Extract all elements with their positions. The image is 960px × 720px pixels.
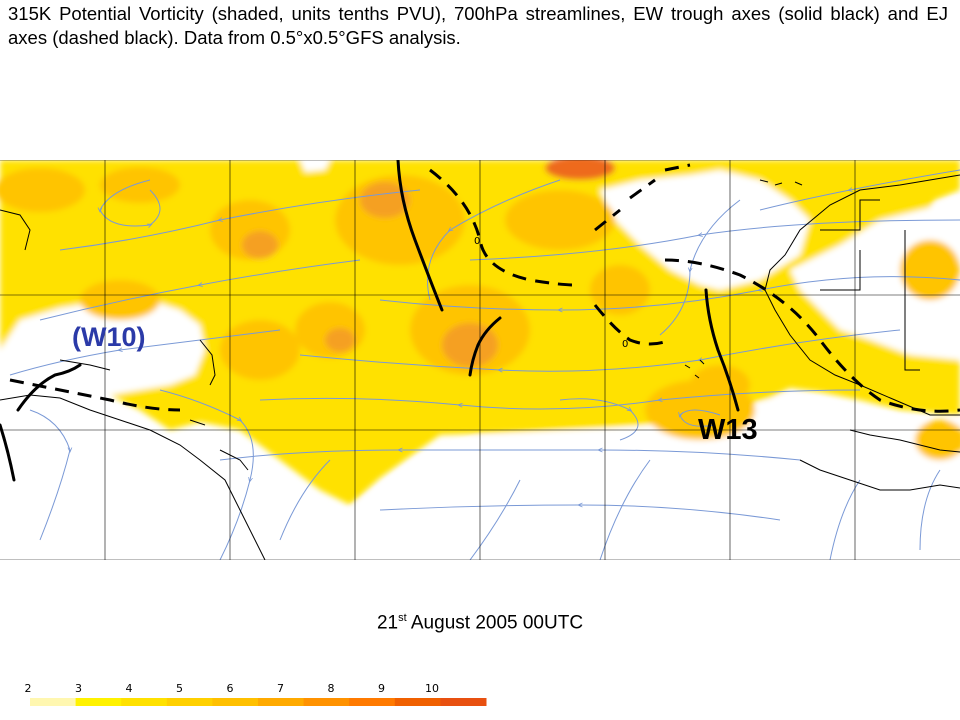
pv-blob — [80, 280, 160, 320]
streamline — [559, 398, 639, 441]
streamline — [279, 459, 331, 541]
pv-blob — [0, 168, 85, 212]
streamline — [599, 459, 651, 560]
legend-swatch — [258, 698, 305, 706]
date-day: 21 — [376, 612, 399, 634]
streamline — [829, 479, 861, 560]
ej-axis — [594, 163, 691, 232]
pv-blob — [220, 320, 300, 380]
streamline — [39, 259, 361, 321]
pv-blob — [900, 240, 960, 300]
pv-blob-dark — [242, 231, 278, 259]
pv-blob — [100, 167, 180, 203]
streamline — [759, 169, 960, 211]
streamline — [59, 189, 421, 251]
legend-swatch — [303, 698, 350, 706]
streamline — [379, 276, 960, 310]
legend-tick-label: 8 — [327, 682, 335, 695]
coast-africa — [764, 174, 960, 416]
pv-blob-dark — [360, 182, 410, 218]
coast-canary — [759, 179, 803, 186]
legend-color-bar — [30, 698, 487, 706]
legend-tick-label: 2 — [24, 682, 32, 695]
legend-tick-label: 6 — [226, 682, 234, 695]
streamline — [299, 329, 901, 371]
ej-axis — [664, 258, 960, 413]
streamline — [29, 409, 70, 541]
date-label: 21st August 2005 00UTC — [0, 612, 960, 634]
date-rest: August 2005 00UTC — [406, 612, 584, 634]
trough-axis — [0, 423, 16, 482]
pv-blob — [505, 190, 615, 250]
legend-swatch — [394, 698, 441, 706]
legend-tick-label: 5 — [176, 682, 183, 695]
streamlines — [9, 169, 960, 560]
streamline — [469, 479, 521, 560]
legend-swatch — [166, 698, 213, 706]
coast-cape-verde — [684, 359, 705, 379]
trough-axis — [16, 363, 82, 412]
legend-swatch — [30, 698, 77, 706]
streamline — [100, 179, 161, 226]
streamline — [259, 389, 861, 410]
wave-label-w13: W13 — [698, 414, 758, 446]
streamline — [919, 469, 941, 551]
trough-axis — [704, 288, 740, 412]
coast-west-africa-south — [799, 459, 960, 491]
date-suffix: st — [398, 612, 407, 624]
streamline — [219, 450, 801, 461]
streamline — [9, 329, 281, 376]
streamline — [469, 219, 960, 261]
streamline — [659, 199, 741, 336]
legend-swatch — [349, 698, 396, 706]
pv-white-africa — [790, 200, 960, 360]
trough-axis — [396, 160, 444, 312]
legend-swatch — [440, 698, 487, 706]
color-legend — [30, 698, 487, 706]
pv-white-atlantic — [0, 300, 205, 400]
pv-white-central — [600, 170, 810, 290]
legend-tick-label: 9 — [378, 682, 385, 695]
ew-trough-axes — [0, 160, 740, 482]
streamline — [680, 409, 721, 427]
coast-south-america — [0, 394, 266, 560]
pv-blob-dark — [325, 328, 355, 352]
coast-caribbean-islands — [0, 209, 249, 471]
lat-lon-grid — [0, 160, 960, 560]
legend-swatch — [212, 698, 259, 706]
contour-label: 0 — [622, 339, 628, 350]
ej-axis — [593, 304, 671, 346]
pv-white-north-gap — [300, 160, 330, 172]
pv-blob — [690, 365, 750, 405]
pv-blob-darkest — [545, 160, 615, 180]
streamline — [379, 505, 781, 521]
legend-tick-label: 3 — [75, 682, 82, 695]
contour-label: 0 — [474, 236, 480, 247]
trough-axis — [468, 316, 502, 377]
streamline — [159, 389, 254, 560]
border-africa — [820, 199, 960, 453]
legend-tick-label: 4 — [125, 682, 133, 695]
pv-blob — [590, 265, 650, 315]
legend-swatch — [121, 698, 168, 706]
pv-blob — [295, 302, 365, 358]
weather-map: 0 0 — [0, 160, 960, 560]
coastlines — [0, 174, 960, 560]
wave-label-w10: (W10) — [72, 322, 146, 352]
legend-tick-label: 7 — [277, 682, 284, 695]
legend-tick-label: 10 — [425, 682, 439, 695]
legend-swatch — [75, 698, 122, 706]
figure-caption: 315K Potential Vorticity (shaded, units … — [8, 3, 948, 48]
